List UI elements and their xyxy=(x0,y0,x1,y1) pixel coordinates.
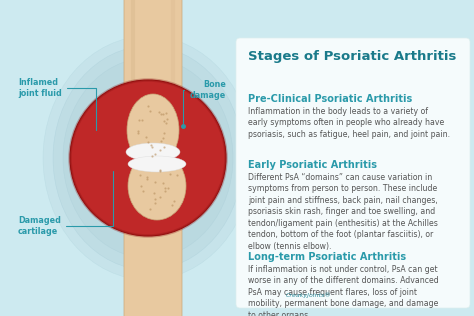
FancyBboxPatch shape xyxy=(124,0,182,131)
Text: Pre-Clinical Psoriatic Arthritis: Pre-Clinical Psoriatic Arthritis xyxy=(248,94,412,104)
Text: Inflamed
joint fluid: Inflamed joint fluid xyxy=(18,78,96,130)
Text: Stages of Psoriatic Arthritis: Stages of Psoriatic Arthritis xyxy=(248,50,456,63)
Text: If inflammation is not under control, PsA can get
worse in any of the different : If inflammation is not under control, Ps… xyxy=(248,265,439,316)
Ellipse shape xyxy=(127,94,179,166)
Text: CreakyJoints®: CreakyJoints® xyxy=(285,292,331,298)
Text: Damaged
cartilage: Damaged cartilage xyxy=(18,171,113,236)
FancyBboxPatch shape xyxy=(124,205,182,316)
Text: Different PsA “domains” can cause variation in
symptoms from person to person. T: Different PsA “domains” can cause variat… xyxy=(248,173,438,251)
Ellipse shape xyxy=(128,152,186,220)
Ellipse shape xyxy=(126,143,180,161)
Ellipse shape xyxy=(53,46,243,270)
Ellipse shape xyxy=(43,36,253,280)
Text: Early Psoriatic Arthritis: Early Psoriatic Arthritis xyxy=(248,160,377,170)
Circle shape xyxy=(70,80,226,236)
Ellipse shape xyxy=(63,58,233,258)
Text: Bone
damage: Bone damage xyxy=(183,80,226,123)
FancyBboxPatch shape xyxy=(236,38,470,308)
Text: Inflammation in the body leads to a variety of
early symptoms often in people wh: Inflammation in the body leads to a vari… xyxy=(248,107,450,139)
Text: Long-term Psoriatic Arthritis: Long-term Psoriatic Arthritis xyxy=(248,252,406,262)
Ellipse shape xyxy=(128,156,186,172)
